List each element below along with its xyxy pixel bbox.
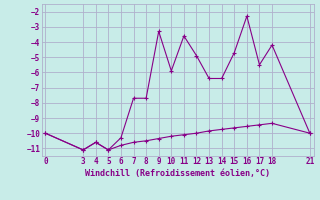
X-axis label: Windchill (Refroidissement éolien,°C): Windchill (Refroidissement éolien,°C) — [85, 169, 270, 178]
